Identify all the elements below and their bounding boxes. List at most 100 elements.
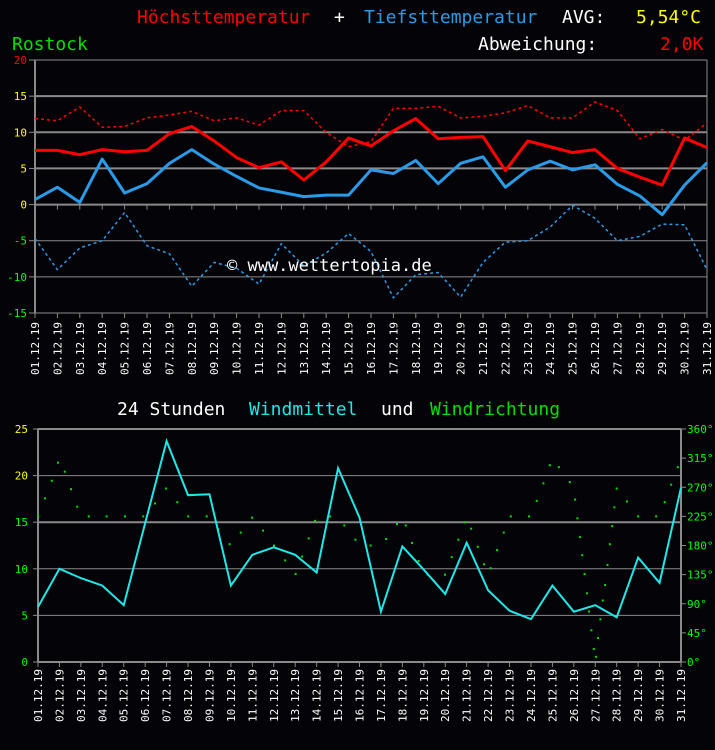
direction-point [483,563,486,566]
direction-point [663,501,666,504]
direction-point [557,466,560,469]
direction-point [590,629,593,632]
x-tick-label: 07.12.19 [161,669,174,722]
x-tick-label: 07.12.19 [163,322,176,375]
direction-point [272,544,275,547]
wind-title-4: Windrichtung [430,399,561,420]
direction-point [404,524,407,527]
direction-point [528,515,531,518]
direction-point [613,506,616,509]
x-tick-label: 06.12.19 [139,669,152,722]
direction-point [37,514,39,517]
direction-point [592,648,595,651]
x-tick-label: 16.12.19 [354,669,367,722]
direction-point [228,543,231,546]
wind-title-2: Windmittel [249,399,358,420]
direction-point [262,529,265,532]
y2-tick-label: 270° [687,481,714,494]
direction-point [294,572,297,575]
y-tick-label: 15 [15,516,28,529]
y-tick-label: 20 [15,470,28,483]
x-tick-label: 21.12.19 [477,322,490,375]
direction-point [187,515,190,518]
x-tick-label: 20.12.19 [455,322,468,375]
direction-point [164,487,167,490]
direction-point [76,505,79,508]
direction-point [385,538,388,541]
direction-point [470,527,473,530]
direction-point [369,544,372,547]
x-tick-label: 31.12.19 [675,669,688,722]
direction-point [597,637,600,640]
direction-point [396,523,399,526]
direction-point [637,515,640,518]
title-max: Höchsttemperatur [137,7,311,28]
x-tick-label: 28.12.19 [634,322,647,375]
y-tick-label: -5 [14,235,27,248]
direction-point [496,549,499,552]
direction-point [444,573,447,576]
y-tick-label: 5 [21,609,28,622]
y2-tick-label: 360° [687,423,714,436]
x-tick-label: 18.12.19 [410,322,423,375]
y2-tick-label: 45° [687,627,707,640]
x-tick-label: 25.12.19 [567,322,580,375]
x-tick-label: 04.12.19 [96,322,109,375]
x-tick-label: 01.12.19 [29,322,42,375]
y-tick-label: -15 [7,307,27,320]
x-tick-label: 09.12.19 [203,669,216,722]
direction-point [583,572,586,575]
x-tick-label: 06.12.19 [141,322,154,375]
wind-speed-line [37,437,682,621]
x-tick-label: 08.12.19 [182,669,195,722]
direction-point [574,498,577,501]
y-tick-label: 10 [15,563,28,576]
y2-tick-label: 315° [687,452,714,465]
y-tick-label: 0 [20,199,27,212]
direction-point [670,483,673,486]
x-tick-label: 30.12.19 [679,322,692,375]
y-tick-label: 15 [14,90,27,103]
x-tick-label: 26.12.19 [568,669,581,722]
x-tick-label: 10.12.19 [231,322,244,375]
direction-point [509,515,512,518]
direction-point [354,538,357,541]
direction-point [576,517,579,520]
direction-point [63,470,66,473]
x-tick-label: 03.12.19 [75,669,88,722]
x-tick-label: 16.12.19 [365,322,378,375]
watermark: © www.wettertopia.de [227,256,432,276]
x-tick-label: 03.12.19 [74,322,87,375]
y2-tick-label: 225° [687,510,714,523]
direction-point [625,500,628,503]
direction-point [50,479,53,482]
direction-point [411,541,414,544]
series-line-2 [34,101,708,148]
x-tick-label: 04.12.19 [96,669,109,722]
x-tick-label: 12.12.19 [268,669,281,722]
y-tick-label: -10 [7,271,27,284]
direction-point [578,536,581,539]
x-tick-label: 29.12.19 [632,669,645,722]
direction-point [608,543,611,546]
x-tick-label: 17.12.19 [387,322,400,375]
x-tick-label: 21.12.19 [461,669,474,722]
x-tick-label: 23.12.19 [504,669,517,722]
location: Rostock [12,34,88,55]
x-tick-label: 01.12.19 [32,669,45,722]
direction-point [239,531,242,534]
y-tick-label: 0 [21,656,28,669]
direction-point [87,515,90,518]
direction-point [457,538,460,541]
direction-point [542,482,545,485]
y-tick-label: 5 [20,162,27,175]
direction-point [463,521,466,524]
direction-point [601,599,604,602]
direction-point [502,531,505,534]
x-tick-label: 29.12.19 [656,322,669,375]
title-plus: + [334,7,345,28]
y2-tick-label: 135° [687,569,714,582]
direction-point [604,583,607,586]
direction-point [417,560,420,563]
